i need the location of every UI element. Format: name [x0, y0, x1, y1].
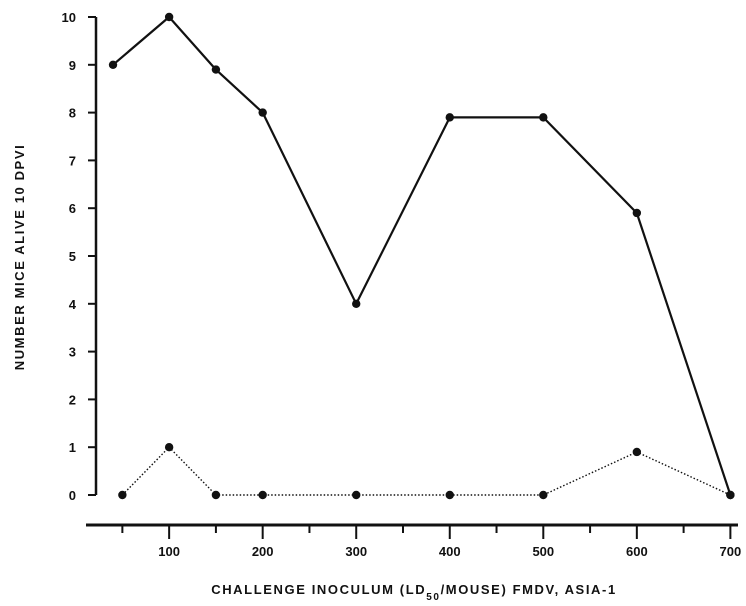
y-tick-label: 2: [69, 392, 76, 407]
y-tick-label: 5: [69, 249, 76, 264]
x-tick-label: 200: [252, 544, 274, 559]
series-1-point: [632, 208, 642, 218]
data-series: [108, 12, 735, 500]
series-1-line: [112, 15, 732, 496]
x-axis-title-part-2: /MOUSE) FMDV, ASIA-1: [441, 582, 617, 597]
y-tick-label: 10: [62, 10, 76, 25]
series-1-point: [445, 113, 454, 122]
y-axis-title: NUMBER MICE ALIVE 10 DPVI: [12, 144, 27, 371]
y-tick-label: 3: [69, 345, 76, 360]
x-tick-label: 600: [626, 544, 648, 559]
series-2-point: [118, 490, 127, 500]
y-tick-label: 8: [69, 106, 76, 121]
x-axis-title-part-1: CHALLENGE INOCULUM (LD: [211, 582, 426, 597]
series-2-point: [539, 490, 548, 500]
y-tick-label: 6: [69, 201, 76, 216]
x-tick-label: 400: [439, 544, 461, 559]
series-2-point: [164, 443, 174, 452]
y-tick-label: 7: [69, 153, 76, 168]
x-tick-label: 100: [158, 544, 180, 559]
x-axis: 100 200 300 400 500 600 700: [86, 523, 742, 559]
series-1-point: [211, 65, 221, 74]
series-2-point: [258, 490, 267, 500]
x-tick-label: 300: [345, 544, 367, 559]
x-axis-title-subscript: 50: [426, 592, 440, 603]
series-2-point: [352, 490, 361, 500]
y-axis: 0 1 2 3 4 5 6 7 8 9 10: [62, 10, 98, 503]
series-2-point: [445, 490, 454, 500]
series-1-point: [108, 60, 118, 69]
x-tick-label: 700: [720, 544, 742, 559]
series-1-point: [258, 108, 267, 117]
series-1-point: [539, 113, 548, 122]
y-tick-label: 1: [69, 440, 76, 455]
series-2-point: [632, 447, 642, 457]
x-tick-label: 500: [532, 544, 554, 559]
series-2-point: [211, 490, 221, 500]
y-tick-label: 4: [69, 297, 77, 312]
series-2-point: [726, 490, 735, 500]
x-axis-title: CHALLENGE INOCULUM (LD50/MOUSE) FMDV, AS…: [211, 582, 617, 603]
y-tick-label: 0: [69, 488, 76, 503]
series-1-point: [352, 299, 361, 308]
y-tick-label: 9: [69, 58, 76, 73]
series-1-point: [164, 12, 174, 22]
